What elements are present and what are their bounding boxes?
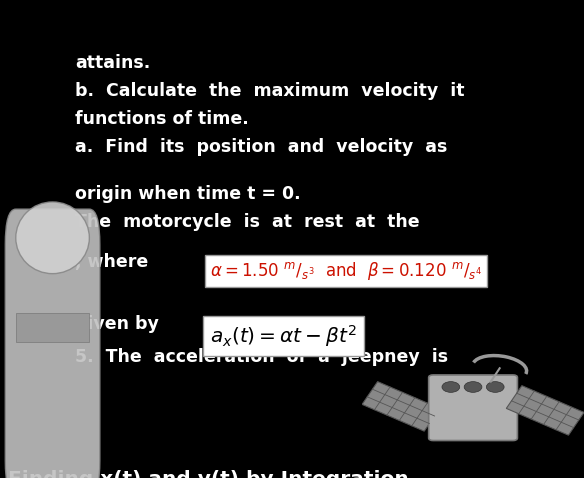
Polygon shape — [362, 381, 440, 431]
FancyBboxPatch shape — [5, 209, 100, 478]
FancyBboxPatch shape — [429, 375, 517, 441]
Text: The  motorcycle  is  at  rest  at  the: The motorcycle is at rest at the — [75, 213, 420, 231]
Text: $a_x(t) = \alpha t - \beta t^2$: $a_x(t) = \alpha t - \beta t^2$ — [210, 323, 357, 349]
Text: a.  Find  its  position  and  velocity  as: a. Find its position and velocity as — [75, 138, 447, 156]
Circle shape — [486, 381, 504, 392]
Text: attains.: attains. — [75, 54, 150, 72]
Text: 5.  The  acceleration  of  a  jeepney  is: 5. The acceleration of a jeepney is — [75, 348, 448, 366]
Bar — [16, 313, 89, 342]
Text: , where: , where — [75, 253, 148, 271]
Circle shape — [464, 381, 482, 392]
Text: functions of time.: functions of time. — [75, 110, 249, 128]
Text: given by: given by — [75, 315, 159, 333]
Text: b.  Calculate  the  maximum  velocity  it: b. Calculate the maximum velocity it — [75, 82, 464, 100]
Text: origin when time t = 0.: origin when time t = 0. — [75, 185, 301, 203]
Text: Finding x(t) and v(t) by Integration: Finding x(t) and v(t) by Integration — [8, 470, 409, 478]
Ellipse shape — [16, 202, 89, 273]
Polygon shape — [506, 386, 584, 435]
Text: $\alpha = 1.50\ ^{m}/_{s^3}\ \ \mathrm{and}\ \ \beta = 0.120\ ^{m}/_{s^4}$: $\alpha = 1.50\ ^{m}/_{s^3}\ \ \mathrm{a… — [210, 260, 482, 282]
Circle shape — [442, 381, 460, 392]
